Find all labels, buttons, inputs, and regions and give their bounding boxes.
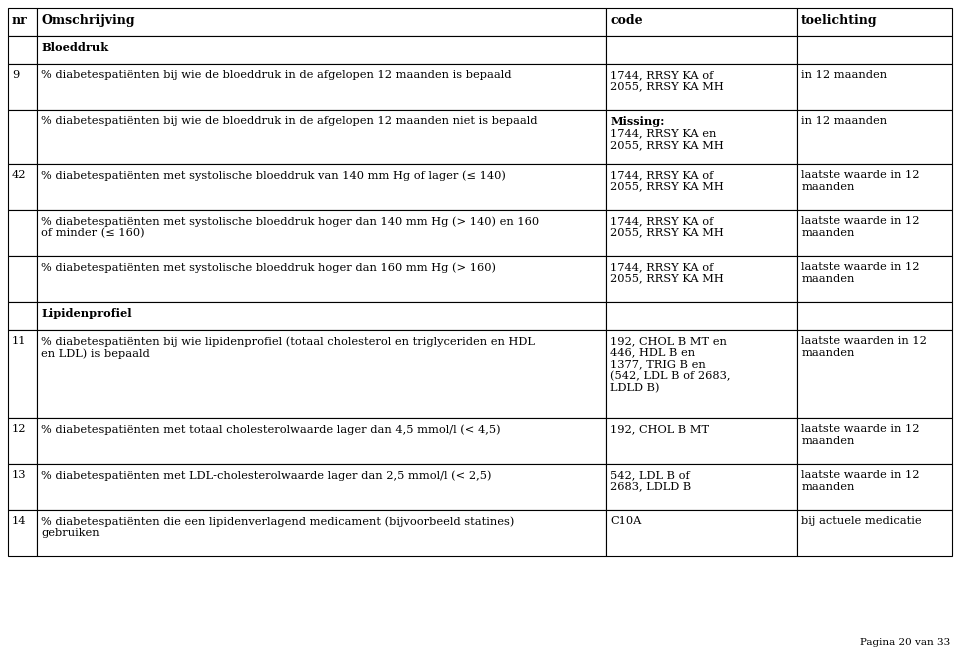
Bar (37, 64, 607, 110)
Bar (8, 418, 37, 464)
Bar (8, 302, 37, 330)
Bar (797, 164, 952, 210)
Bar (8, 64, 37, 110)
Bar (607, 330, 797, 418)
Text: Missing:: Missing: (611, 116, 665, 127)
Text: 14: 14 (12, 516, 27, 526)
Bar (607, 110, 797, 164)
Text: laatste waarde in 12
maanden: laatste waarde in 12 maanden (802, 424, 920, 445)
Text: in 12 maanden: in 12 maanden (802, 116, 887, 126)
Text: % diabetespatiënten bij wie de bloeddruk in de afgelopen 12 maanden is bepaald: % diabetespatiënten bij wie de bloeddruk… (41, 70, 512, 80)
Bar (797, 36, 952, 64)
Text: nr: nr (12, 14, 28, 27)
Bar (37, 210, 607, 256)
Bar (8, 210, 37, 256)
Text: laatste waarde in 12
maanden: laatste waarde in 12 maanden (802, 170, 920, 192)
Bar (797, 110, 952, 164)
Text: % diabetespatiënten met systolische bloeddruk hoger dan 160 mm Hg (> 160): % diabetespatiënten met systolische bloe… (41, 262, 496, 273)
Bar (37, 256, 607, 302)
Text: 542, LDL B of
2683, LDLD B: 542, LDL B of 2683, LDLD B (611, 470, 692, 491)
Text: 192, CHOL B MT: 192, CHOL B MT (611, 424, 709, 434)
Bar (797, 418, 952, 464)
Bar (37, 510, 607, 556)
Bar (607, 164, 797, 210)
Bar (797, 464, 952, 510)
Bar (37, 36, 607, 64)
Text: % diabetespatiënten bij wie de bloeddruk in de afgelopen 12 maanden niet is bepa: % diabetespatiënten bij wie de bloeddruk… (41, 116, 538, 126)
Text: in 12 maanden: in 12 maanden (802, 70, 887, 80)
Bar (37, 302, 607, 330)
Bar (8, 330, 37, 418)
Text: 1744, RRSY KA of
2055, RRSY KA MH: 1744, RRSY KA of 2055, RRSY KA MH (611, 70, 724, 91)
Text: 11: 11 (12, 336, 27, 346)
Bar (37, 110, 607, 164)
Bar (607, 8, 797, 36)
Text: code: code (611, 14, 643, 27)
Text: 13: 13 (12, 470, 27, 480)
Text: Bloeddruk: Bloeddruk (41, 42, 108, 53)
Bar (797, 256, 952, 302)
Bar (607, 64, 797, 110)
Bar (8, 164, 37, 210)
Text: Omschrijving: Omschrijving (41, 14, 135, 27)
Text: % diabetespatiënten met LDL-cholesterolwaarde lager dan 2,5 mmol/l (< 2,5): % diabetespatiënten met LDL-cholesterolw… (41, 470, 492, 480)
Bar (607, 36, 797, 64)
Text: 1744, RRSY KA of
2055, RRSY KA MH: 1744, RRSY KA of 2055, RRSY KA MH (611, 262, 724, 284)
Bar (8, 36, 37, 64)
Bar (797, 8, 952, 36)
Bar (8, 464, 37, 510)
Bar (8, 110, 37, 164)
Bar (37, 330, 607, 418)
Bar (797, 302, 952, 330)
Bar (607, 302, 797, 330)
Bar (37, 464, 607, 510)
Text: 192, CHOL B MT en
446, HDL B en
1377, TRIG B en
(542, LDL B of 2683,
LDLD B): 192, CHOL B MT en 446, HDL B en 1377, TR… (611, 336, 731, 393)
Bar (607, 256, 797, 302)
Bar (37, 164, 607, 210)
Bar (797, 210, 952, 256)
Bar (797, 64, 952, 110)
Text: % diabetespatiënten die een lipidenverlagend medicament (bijvoorbeeld statines)
: % diabetespatiënten die een lipidenverla… (41, 516, 515, 538)
Text: laatste waarde in 12
maanden: laatste waarde in 12 maanden (802, 470, 920, 491)
Bar (607, 418, 797, 464)
Text: laatste waarde in 12
maanden: laatste waarde in 12 maanden (802, 216, 920, 238)
Bar (797, 510, 952, 556)
Bar (607, 510, 797, 556)
Bar (8, 256, 37, 302)
Text: 42: 42 (12, 170, 27, 180)
Bar (8, 8, 37, 36)
Text: laatste waarden in 12
maanden: laatste waarden in 12 maanden (802, 336, 927, 357)
Text: laatste waarde in 12
maanden: laatste waarde in 12 maanden (802, 262, 920, 284)
Text: 9: 9 (12, 70, 19, 80)
Bar (37, 8, 607, 36)
Bar (607, 210, 797, 256)
Text: % diabetespatiënten met systolische bloeddruk van 140 mm Hg of lager (≤ 140): % diabetespatiënten met systolische bloe… (41, 170, 506, 181)
Text: % diabetespatiënten met systolische bloeddruk hoger dan 140 mm Hg (> 140) en 160: % diabetespatiënten met systolische bloe… (41, 216, 540, 238)
Bar (797, 330, 952, 418)
Bar (607, 464, 797, 510)
Text: C10A: C10A (611, 516, 642, 526)
Text: 1744, RRSY KA of
2055, RRSY KA MH: 1744, RRSY KA of 2055, RRSY KA MH (611, 216, 724, 238)
Bar (37, 418, 607, 464)
Text: bij actuele medicatie: bij actuele medicatie (802, 516, 922, 526)
Text: % diabetespatiënten bij wie lipidenprofiel (totaal cholesterol en triglyceriden : % diabetespatiënten bij wie lipidenprofi… (41, 336, 535, 359)
Text: 1744, RRSY KA of
2055, RRSY KA MH: 1744, RRSY KA of 2055, RRSY KA MH (611, 170, 724, 192)
Text: 1744, RRSY KA en
2055, RRSY KA MH: 1744, RRSY KA en 2055, RRSY KA MH (611, 129, 724, 150)
Bar (8, 510, 37, 556)
Text: 12: 12 (12, 424, 27, 434)
Text: % diabetespatiënten met totaal cholesterolwaarde lager dan 4,5 mmol/l (< 4,5): % diabetespatiënten met totaal cholester… (41, 424, 501, 434)
Text: toelichting: toelichting (802, 14, 877, 27)
Text: Lipidenprofiel: Lipidenprofiel (41, 308, 132, 319)
Text: Pagina 20 van 33: Pagina 20 van 33 (860, 638, 950, 647)
